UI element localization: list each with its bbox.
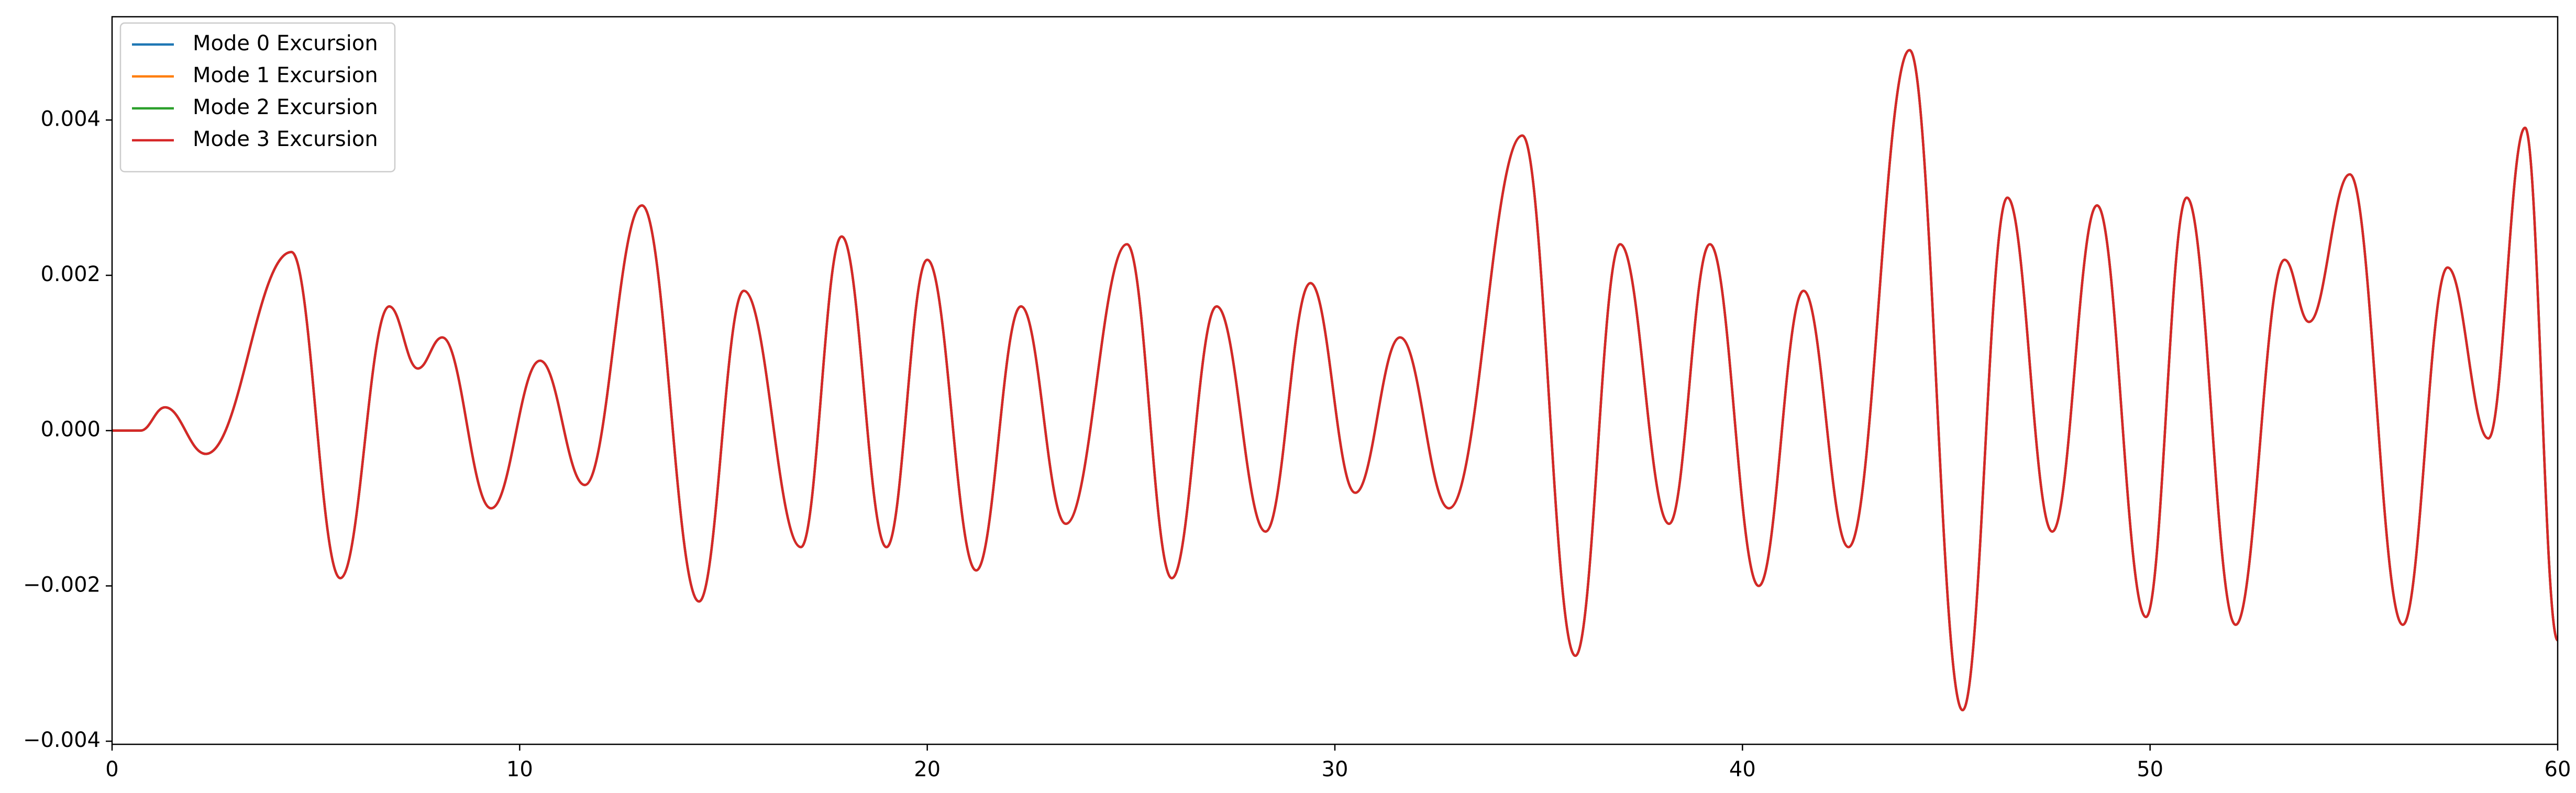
y-tick-label: 0.004 — [40, 107, 101, 131]
x-tick-label: 50 — [2137, 757, 2163, 781]
data-line — [112, 49, 2558, 711]
x-tick-label: 40 — [1729, 757, 1756, 781]
y-tick-label: 0.000 — [40, 418, 101, 442]
data-line — [112, 49, 2558, 711]
legend-label: Mode 1 Excursion — [193, 63, 378, 87]
y-tick-label: −0.002 — [23, 573, 101, 597]
x-tick-label: 10 — [506, 757, 533, 781]
legend-label: Mode 2 Excursion — [193, 95, 378, 119]
x-tick-label: 20 — [914, 757, 941, 781]
plot-frame — [111, 16, 2559, 745]
y-tick-label: 0.002 — [40, 262, 101, 286]
y-tick-label: −0.004 — [23, 728, 101, 752]
legend-label: Mode 0 Excursion — [193, 31, 378, 55]
data-line — [112, 49, 2558, 711]
legend-box — [119, 22, 396, 173]
x-tick-label: 60 — [2545, 757, 2571, 781]
x-tick-label: 30 — [1322, 757, 1348, 781]
data-line — [112, 49, 2558, 711]
x-tick-label: 0 — [105, 757, 118, 781]
legend-label: Mode 3 Excursion — [193, 127, 378, 151]
